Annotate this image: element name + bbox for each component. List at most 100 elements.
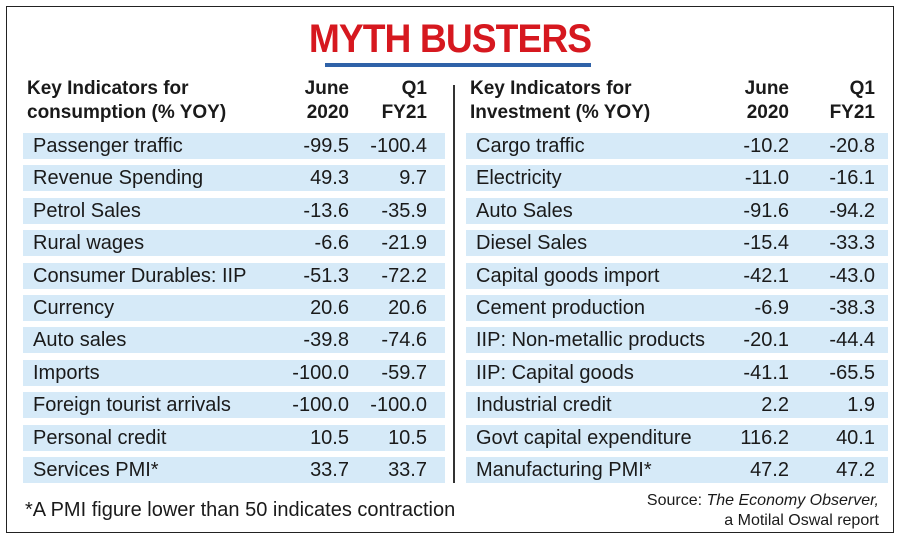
june-2020-value: 49.3 bbox=[310, 167, 349, 190]
investment-table-header: Key Indicators for Investment (% YOY) Ju… bbox=[466, 73, 888, 129]
table-row: Govt capital expenditure 116.2 40.1 bbox=[466, 424, 888, 451]
indicator-name: Revenue Spending bbox=[33, 167, 204, 190]
june-2020-value: -20.1 bbox=[743, 329, 789, 352]
june-2020-value: -6.6 bbox=[314, 232, 349, 255]
table-row: Consumer Durables: IIP -51.3 -72.2 bbox=[23, 262, 445, 289]
title-underline bbox=[325, 63, 591, 67]
indicator-name: IIP: Capital goods bbox=[476, 361, 634, 384]
source-line2: a Motilal Oswal report bbox=[724, 512, 879, 529]
q1-fy21-value: 33.7 bbox=[388, 458, 427, 481]
table-row: Currency 20.6 20.6 bbox=[23, 294, 445, 321]
june-2020-value: -13.6 bbox=[303, 199, 349, 222]
header-label-line2: consumption (% YOY) bbox=[27, 102, 227, 123]
indicator-name: Passenger traffic bbox=[33, 135, 183, 157]
june-2020-value: 116.2 bbox=[740, 426, 789, 449]
q1-fy21-value: -33.3 bbox=[829, 232, 875, 255]
indicator-name: Cargo traffic bbox=[476, 135, 585, 157]
q1-fy21-value: -65.5 bbox=[829, 361, 875, 384]
indicator-name: Consumer Durables: IIP bbox=[33, 264, 247, 287]
q1-fy21-value: -100.0 bbox=[370, 394, 427, 417]
indicator-name: Petrol Sales bbox=[33, 199, 141, 222]
header-col1-line2: 2020 bbox=[746, 102, 789, 123]
indicator-name: Personal credit bbox=[33, 426, 167, 449]
indicator-name: Diesel Sales bbox=[476, 232, 588, 255]
june-2020-value: -42.1 bbox=[743, 264, 789, 287]
indicator-name: Industrial credit bbox=[476, 394, 612, 417]
table-row: Auto sales -39.8 -74.6 bbox=[23, 327, 445, 354]
header-col1-line2: 2020 bbox=[306, 102, 349, 123]
investment-header-label: Key Indicators for Investment (% YOY) bbox=[470, 77, 720, 125]
table-row: Cargo traffic -10.2 -20.8 bbox=[466, 133, 888, 159]
june-2020-value: -41.1 bbox=[743, 361, 789, 384]
table-row: Auto Sales -91.6 -94.2 bbox=[466, 197, 888, 224]
header-label-line1: Key Indicators for bbox=[470, 78, 632, 99]
table-row: Industrial credit 2.2 1.9 bbox=[466, 392, 888, 419]
column-divider bbox=[453, 85, 455, 483]
q1-fy21-value: -21.9 bbox=[381, 232, 427, 255]
june-2020-value: 20.6 bbox=[310, 296, 349, 319]
table-row: Petrol Sales -13.6 -35.9 bbox=[23, 197, 445, 224]
indicator-name: Imports bbox=[33, 361, 100, 384]
table-row: Diesel Sales -15.4 -33.3 bbox=[466, 230, 888, 257]
q1-fy21-value: -74.6 bbox=[381, 329, 427, 352]
header-june-2020: June 2020 bbox=[709, 77, 789, 125]
header-col1-line1: June bbox=[744, 78, 789, 99]
indicator-name: IIP: Non-metallic products bbox=[476, 329, 705, 352]
table-row: Manufacturing PMI* 47.2 47.2 bbox=[466, 456, 888, 483]
table-row: Electricity -11.0 -16.1 bbox=[466, 165, 888, 192]
table-row: IIP: Capital goods -41.1 -65.5 bbox=[466, 359, 888, 386]
indicator-name: Rural wages bbox=[33, 232, 145, 255]
source-line1: Source: The Economy Observer, bbox=[647, 491, 879, 511]
q1-fy21-value: -16.1 bbox=[829, 167, 875, 190]
table-row: Services PMI* 33.7 33.7 bbox=[23, 456, 445, 483]
table-row: Capital goods import -42.1 -43.0 bbox=[466, 262, 888, 289]
header-label-line1: Key Indicators for bbox=[27, 78, 189, 99]
table-row: Personal credit 10.5 10.5 bbox=[23, 424, 445, 451]
june-2020-value: -100.0 bbox=[292, 394, 349, 417]
q1-fy21-value: -43.0 bbox=[829, 264, 875, 287]
q1-fy21-value: 9.7 bbox=[399, 167, 427, 190]
q1-fy21-value: 40.1 bbox=[836, 426, 875, 449]
q1-fy21-value: 1.9 bbox=[847, 394, 875, 417]
infographic-frame: MYTH BUSTERS Key Indicators for consumpt… bbox=[6, 6, 894, 533]
source-credit: Source: The Economy Observer, a Motilal … bbox=[647, 491, 879, 531]
infographic-title: MYTH BUSTERS bbox=[308, 17, 592, 61]
table-row: Revenue Spending 49.3 9.7 bbox=[23, 165, 445, 192]
table-row: Foreign tourist arrivals -100.0 -100.0 bbox=[23, 392, 445, 419]
table-row: Rural wages -6.6 -21.9 bbox=[23, 230, 445, 257]
consumption-rows: Passenger traffic -99.5 -100.4 Revenue Spen… bbox=[23, 133, 445, 489]
q1-fy21-value: 47.2 bbox=[836, 458, 875, 481]
june-2020-value: -10.2 bbox=[743, 135, 789, 157]
investment-table: Key Indicators for Investment (% YOY) Ju… bbox=[466, 73, 888, 483]
indicator-name: Services PMI* bbox=[33, 458, 159, 481]
q1-fy21-value: 20.6 bbox=[388, 296, 427, 319]
june-2020-value: 33.7 bbox=[310, 458, 349, 481]
q1-fy21-value: -72.2 bbox=[381, 264, 427, 287]
header-col1-line1: June bbox=[304, 78, 349, 99]
indicator-name: Manufacturing PMI* bbox=[476, 458, 652, 481]
header-q1-fy21: Q1 FY21 bbox=[347, 77, 427, 125]
q1-fy21-value: -94.2 bbox=[829, 199, 875, 222]
june-2020-value: 47.2 bbox=[750, 458, 789, 481]
q1-fy21-value: -100.4 bbox=[370, 135, 427, 157]
table-row: Imports -100.0 -59.7 bbox=[23, 359, 445, 386]
indicator-name: Cement production bbox=[476, 296, 645, 319]
header-col2-line2: FY21 bbox=[381, 102, 427, 123]
pmi-footnote: *A PMI figure lower than 50 indicates co… bbox=[25, 499, 456, 521]
source-publication: The Economy Observer, bbox=[706, 492, 879, 509]
june-2020-value: 10.5 bbox=[310, 426, 349, 449]
indicator-name: Currency bbox=[33, 296, 115, 319]
table-row: IIP: Non-metallic products -20.1 -44.4 bbox=[466, 327, 888, 354]
table-row: Passenger traffic -99.5 -100.4 bbox=[23, 133, 445, 159]
header-col2-line1: Q1 bbox=[849, 78, 875, 99]
june-2020-value: -11.0 bbox=[744, 167, 789, 190]
consumption-table: Key Indicators for consumption (% YOY) J… bbox=[23, 73, 445, 483]
june-2020-value: -100.0 bbox=[292, 361, 349, 384]
q1-fy21-value: 10.5 bbox=[388, 426, 427, 449]
june-2020-value: 2.2 bbox=[761, 394, 789, 417]
table-row: Cement production -6.9 -38.3 bbox=[466, 294, 888, 321]
q1-fy21-value: -20.8 bbox=[829, 135, 875, 157]
q1-fy21-value: -59.7 bbox=[381, 361, 427, 384]
header-june-2020: June 2020 bbox=[269, 77, 349, 125]
indicator-name: Govt capital expenditure bbox=[476, 426, 692, 449]
